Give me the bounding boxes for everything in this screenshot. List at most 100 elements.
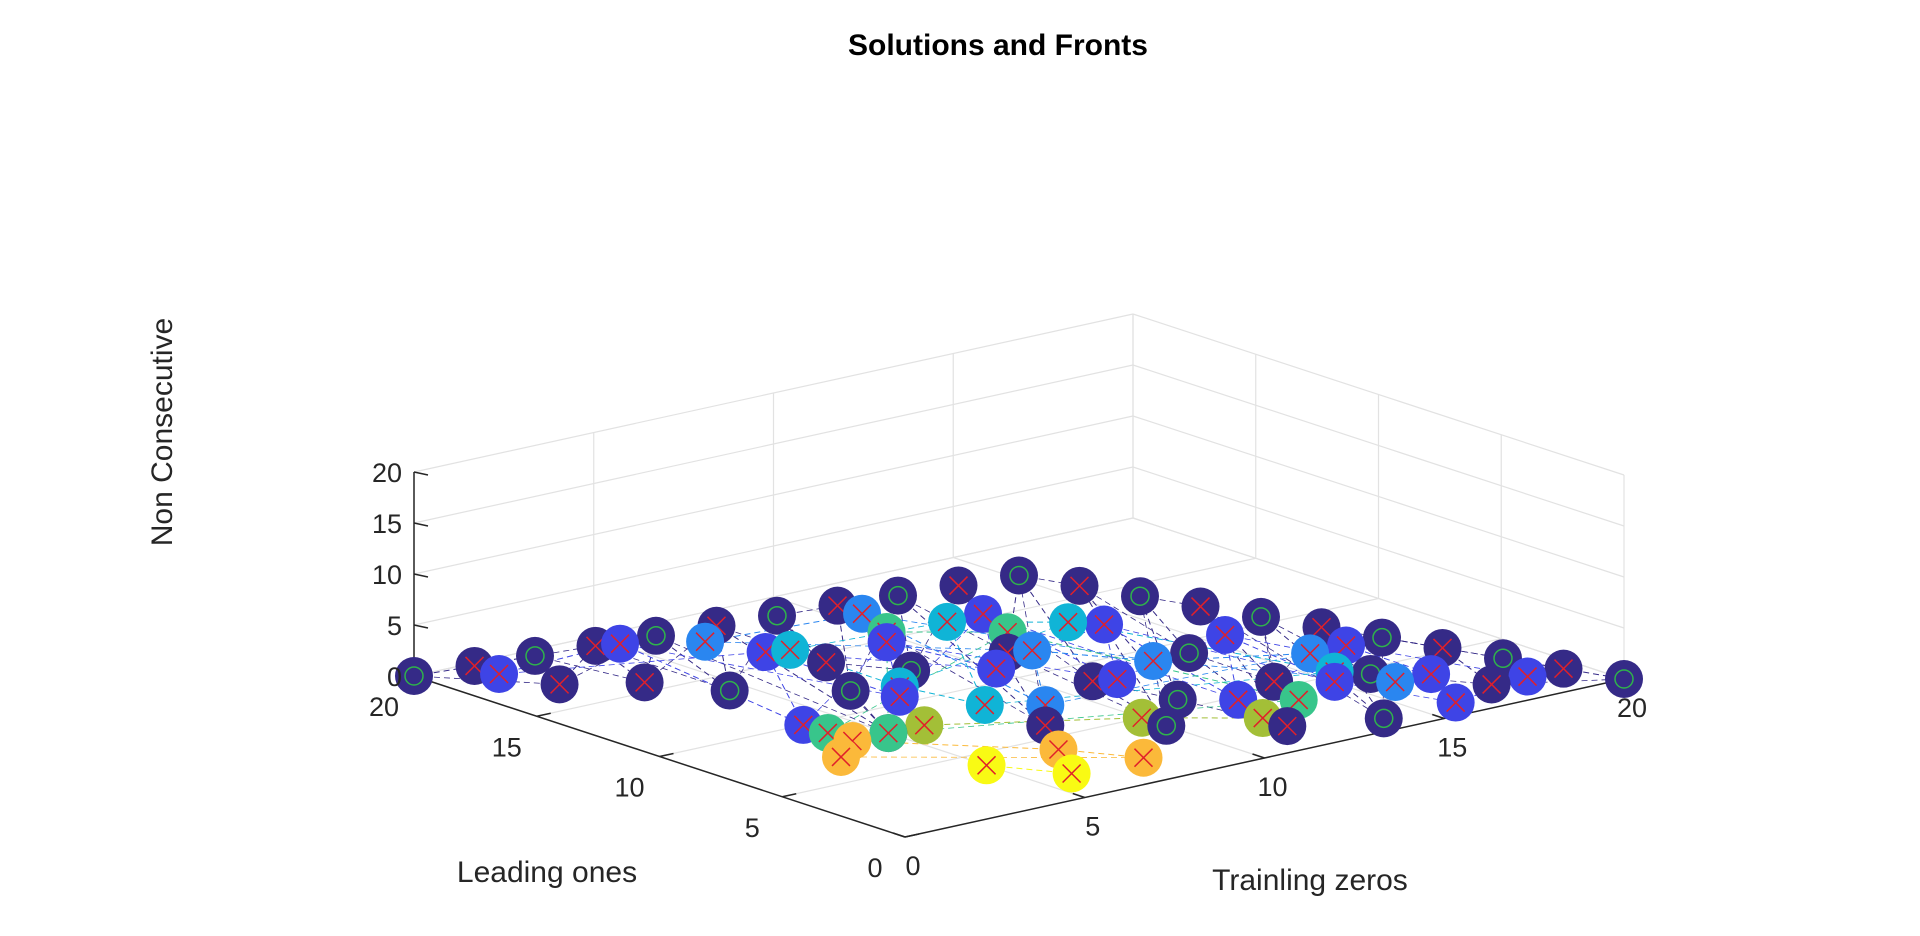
wall-gridline-z2: [1132, 364, 1625, 527]
x-tick-mark: [892, 832, 906, 838]
x-marker: [1228, 690, 1248, 710]
z-tick-mark: [413, 624, 429, 629]
x-marker: [1311, 617, 1332, 637]
point-fill: [395, 657, 433, 695]
z-tick-label: 20: [372, 458, 402, 488]
point-fill: [516, 636, 554, 675]
point-fill: [831, 671, 870, 710]
x-marker: [1336, 635, 1356, 656]
point-front-1: [879, 576, 917, 615]
point-front-1: [939, 566, 978, 605]
x-marker: [852, 604, 872, 624]
point-front-1: [710, 671, 749, 710]
x-marker: [550, 674, 570, 694]
point-front-3: [686, 622, 725, 661]
front-3-link: [1153, 652, 1311, 662]
x-tick-mark: [1432, 713, 1445, 720]
x-marker: [816, 652, 836, 672]
front-2-link: [765, 651, 997, 669]
y-tick-label: 15: [492, 732, 522, 762]
y-tick-label: 5: [745, 813, 760, 843]
point-front-1: [1472, 665, 1511, 704]
circle-marker: [888, 585, 908, 606]
x-tick-label: 10: [1257, 772, 1287, 802]
x-axis-label: Trainling zeros: [1212, 864, 1408, 897]
x-marker: [1300, 643, 1320, 663]
floor-gridline-x: [1132, 517, 1625, 680]
x-marker: [975, 695, 995, 715]
y-tick-label: 20: [369, 692, 399, 722]
x-marker: [1143, 651, 1163, 671]
point-front-5: [869, 714, 908, 753]
x-marker: [1107, 669, 1127, 689]
z-axis-label: Non Consecutive: [146, 318, 179, 546]
point-fill: [710, 671, 749, 710]
point-front-2: [601, 624, 640, 663]
point-front-8: [1052, 754, 1091, 793]
front-1-link: [1079, 585, 1190, 654]
z-tick-label: 0: [387, 662, 402, 692]
front-2-link: [619, 643, 900, 698]
x-marker: [1133, 748, 1154, 768]
point-front-3: [1134, 642, 1173, 680]
z-tick-label: 5: [387, 611, 402, 641]
front-2-link: [1103, 624, 1239, 701]
x-marker: [1022, 640, 1042, 661]
circle-marker: [1130, 586, 1150, 606]
point-front-2: [867, 623, 906, 662]
point-front-1: [625, 663, 664, 702]
point-front-1: [1170, 634, 1209, 673]
x-marker: [1215, 625, 1235, 645]
front-1-link: [1079, 585, 1179, 700]
x-marker: [1325, 672, 1345, 692]
point-fill: [1147, 706, 1186, 745]
point-front-7: [1124, 738, 1163, 777]
wall-gridline-z2: [1132, 313, 1625, 476]
point-front-1: [1060, 566, 1099, 605]
x-marker: [1190, 597, 1211, 617]
x-marker: [890, 687, 910, 707]
point-front-1: [831, 671, 870, 710]
point-front-4: [1049, 603, 1088, 642]
x-marker: [937, 612, 957, 632]
circle-marker: [1251, 607, 1271, 627]
x-marker: [1432, 638, 1453, 658]
y-tick-label: 0: [867, 853, 882, 883]
point-fill: [1121, 577, 1159, 616]
circle-marker: [1009, 565, 1029, 586]
point-fill: [1605, 660, 1643, 698]
x-marker: [878, 723, 898, 743]
x-marker: [986, 659, 1006, 679]
point-front-4: [771, 630, 810, 669]
circle-marker: [1156, 716, 1177, 736]
point-front-1: [637, 616, 675, 655]
point-front-1: [1605, 660, 1643, 698]
point-fill: [879, 576, 917, 615]
x-tick-mark: [1252, 753, 1265, 759]
point-front-2: [1508, 657, 1547, 696]
point-front-1: [1364, 699, 1403, 738]
x-marker: [1289, 690, 1309, 710]
point-front-2: [1412, 655, 1451, 694]
point-front-1: [1000, 556, 1038, 595]
point-front-1: [1147, 706, 1186, 745]
point-front-1: [516, 636, 554, 675]
x-marker: [1277, 716, 1297, 736]
point-front-4: [965, 685, 1004, 724]
x-tick-label: 20: [1617, 693, 1647, 723]
x-marker: [1518, 667, 1538, 687]
front-6-link: [924, 717, 1142, 726]
circle-marker: [1493, 648, 1513, 669]
point-fill: [1000, 556, 1038, 595]
circle-marker: [1374, 708, 1394, 729]
y-tick-mark: [659, 752, 674, 758]
wall-gridline-z: [413, 364, 1134, 524]
circle-marker: [525, 646, 545, 666]
point-front-1: [1544, 649, 1583, 688]
circle-marker: [404, 666, 424, 686]
circle-marker: [767, 605, 787, 626]
chart-title: Solutions and Fronts: [848, 29, 1148, 62]
x-marker: [1035, 715, 1055, 736]
point-front-1: [1363, 618, 1401, 657]
